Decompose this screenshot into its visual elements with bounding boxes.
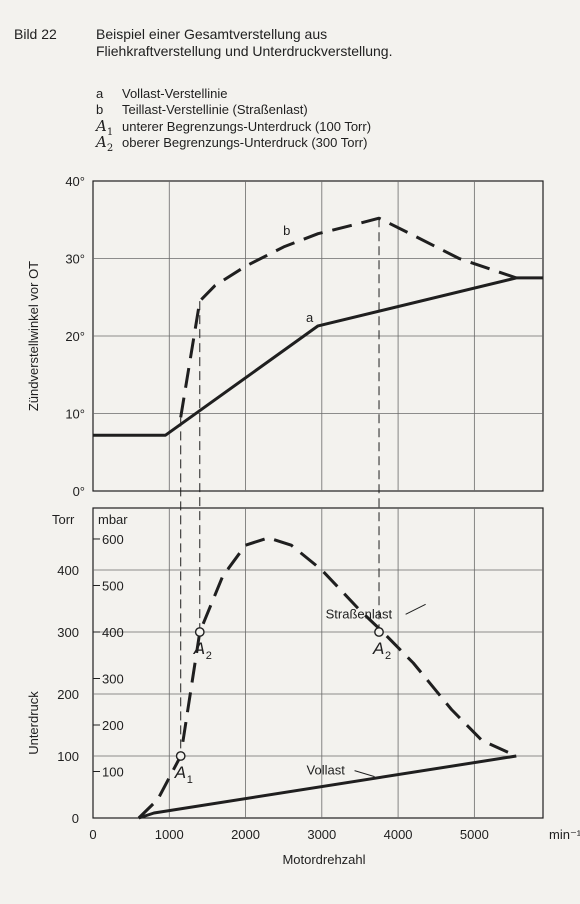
x-tick-label: 0: [89, 827, 96, 842]
lower-y-tick-label: 400: [57, 563, 79, 578]
series-line-strassenlast: [137, 536, 517, 820]
lower-y-tick-label: 0: [72, 811, 79, 826]
point-marker: [194, 627, 205, 637]
series-line-vollast: [138, 754, 517, 820]
lower-y-axis-label: Unterdruck: [26, 691, 41, 755]
legend-text: oberer Begrenzungs-Unterdruck (300 Torr): [122, 135, 368, 150]
legend-text: Teillast-Verstellinie (Straßenlast): [122, 102, 308, 117]
figure-number: Bild 22: [14, 26, 57, 42]
point-label-sub: 2: [206, 650, 212, 662]
upper-y-tick-label: 40°: [65, 174, 85, 189]
legend-key-letter: A: [96, 117, 107, 135]
upper-y-tick-label: 10°: [65, 407, 85, 422]
legend-text: unterer Begrenzungs-Unterdruck (100 Torr…: [122, 119, 372, 134]
legend-item-b: b Teillast-Verstellinie (Straßenlast): [96, 102, 371, 118]
point-label: A: [174, 763, 186, 782]
series-line-a: [93, 276, 543, 437]
point-label-sub: 2: [385, 650, 391, 662]
series-line-b: [179, 216, 517, 418]
x-axis-label: Motordrehzahl: [282, 852, 365, 867]
curve-label-b: b: [283, 223, 290, 238]
lower-y-tick-label: 200: [57, 687, 79, 702]
point-label: A: [193, 639, 205, 658]
legend-key-sub: 1: [106, 127, 114, 138]
legend-item-a: a Vollast-Verstellinie: [96, 86, 371, 102]
legend-key: A2: [96, 134, 122, 157]
guide-lines: [180, 218, 380, 756]
legend-key-letter: A: [96, 133, 107, 151]
legend: a Vollast-Verstellinie b Teillast-Verstell…: [96, 86, 372, 154]
lower-y-tick-label: 300: [57, 625, 79, 640]
lower-panel: 0 100 200 300 400 100 200 300 400 500 600 Torr mbar 0…: [26, 507, 580, 867]
legend-key-sub: 2: [106, 143, 114, 154]
x-tick-label: 5000: [460, 827, 489, 842]
point-marker: [175, 751, 186, 761]
mbar-tick-label: 200: [102, 718, 124, 733]
mbar-tick-label: 500: [102, 578, 124, 593]
point-marker: [374, 627, 384, 637]
figure-title: Beispiel einer Gesamtverstellung aus Fli…: [96, 26, 566, 60]
series-label-vollast: Vollast: [307, 763, 346, 778]
curve-label-a: a: [306, 310, 314, 325]
figure-title-line2: Fliehkraftverstellung und Unterdruckvers…: [96, 43, 393, 59]
mbar-unit-label: mbar: [98, 512, 128, 527]
mbar-tick-label: 600: [102, 532, 124, 547]
x-unit-label: min⁻¹: [549, 827, 580, 842]
figure-title-line1: Beispiel einer Gesamtverstellung aus: [96, 26, 328, 42]
point-label: A: [372, 639, 384, 658]
lower-plot-frame: [92, 507, 544, 819]
lower-y-tick-label: 100: [57, 749, 79, 764]
point-label-sub: 1: [187, 774, 193, 786]
upper-y-tick-label: 0°: [73, 484, 85, 499]
mbar-tick-label: 400: [102, 625, 124, 640]
series-label-strassenlast: Straßenlast: [326, 606, 393, 621]
label-leader: [405, 603, 426, 615]
upper-y-tick-label: 20°: [65, 329, 85, 344]
legend-text: Vollast-Verstellinie: [122, 86, 228, 101]
x-tick-label: 2000: [231, 827, 260, 842]
x-tick-label: 4000: [384, 827, 413, 842]
mbar-tick-label: 100: [102, 764, 124, 779]
mbar-tick-label: 300: [102, 671, 124, 686]
legend-key: a: [96, 86, 104, 101]
legend-item-a1: A1 unterer Begrenzungs-Unterdruck (100 To…: [96, 118, 372, 138]
legend-key: A1: [96, 118, 122, 141]
upper-panel: 0° 10° 20° 30° 40° Zündverstellwinkel vor OT: [26, 174, 544, 499]
x-tick-label: 3000: [307, 827, 336, 842]
legend-key: b: [96, 102, 104, 117]
legend-item-a2: A2 oberer Begrenzungs-Unterdruck (300 Tor…: [96, 134, 371, 154]
torr-unit-label: Torr: [52, 512, 75, 527]
upper-y-axis-label: Zündverstellwinkel vor OT: [26, 261, 41, 411]
upper-y-tick-label: 30°: [65, 252, 85, 267]
x-tick-label: 1000: [155, 827, 184, 842]
label-leader: [354, 770, 375, 778]
